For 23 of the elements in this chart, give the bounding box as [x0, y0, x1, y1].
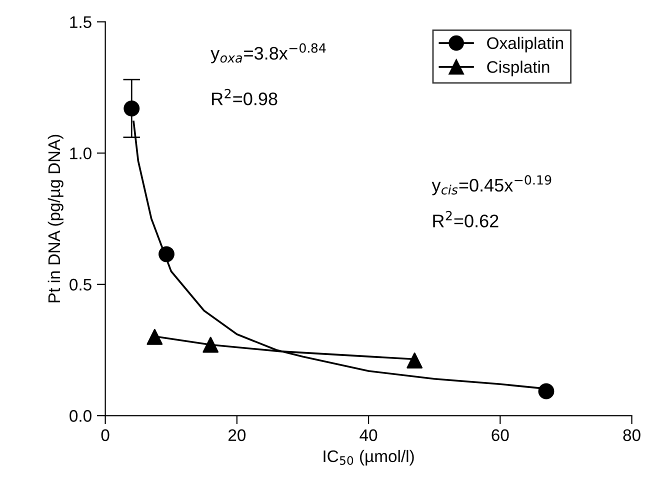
- annotation: R$^{2}$=0.98: [212, 88, 278, 106]
- x-axis-title: IC$_{50}$ (µmol/l): [324, 450, 414, 466]
- point: [124, 100, 140, 116]
- point: [202, 336, 219, 353]
- annotation: R$^{2}$=0.62: [433, 210, 498, 228]
- point: [406, 352, 423, 368]
- x-tick-label: 20: [228, 429, 246, 442]
- point: [146, 328, 163, 345]
- point: [158, 246, 174, 262]
- legend-label: Cisplatin: [487, 60, 550, 76]
- annotation: y$_{cis}$=0.45x$^{−0.19}$: [432, 175, 552, 196]
- y-tick-label: 0.0: [70, 410, 92, 422]
- x-tick-label: 80: [623, 429, 640, 442]
- annotation: y$_{oxa}$=3.8x$^{−0.84}$: [210, 43, 326, 64]
- y-tick-label: 1.5: [70, 16, 92, 28]
- x-tick-label: 60: [492, 429, 509, 442]
- point: [538, 383, 554, 400]
- y-tick-label: 0.5: [70, 278, 92, 291]
- y-axis-title: Pt in DNA (pg/µg DNA): [48, 134, 64, 302]
- x-tick-label: 0: [101, 429, 110, 442]
- legend-label: Oxaliplatin: [487, 36, 564, 52]
- y-tick-label: 1.0: [70, 148, 92, 160]
- x-tick-label: 40: [360, 429, 378, 442]
